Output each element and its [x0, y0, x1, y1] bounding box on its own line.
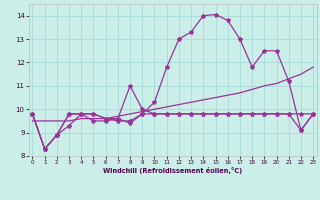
X-axis label: Windchill (Refroidissement éolien,°C): Windchill (Refroidissement éolien,°C) [103, 167, 243, 174]
